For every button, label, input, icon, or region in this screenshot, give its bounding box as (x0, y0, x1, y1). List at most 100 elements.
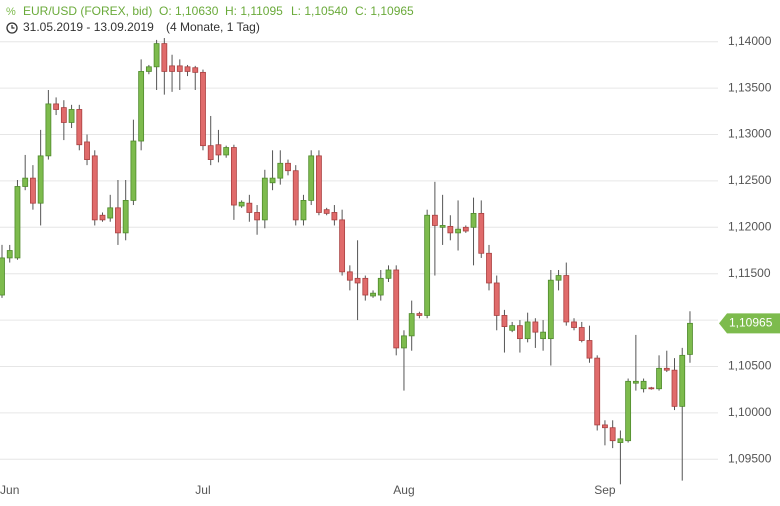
ohlc-low: L: 1,10540 (291, 4, 348, 18)
candle-down (594, 357, 601, 426)
x-tick-label: Sep (594, 483, 616, 497)
candle-up (385, 269, 392, 279)
y-tick-label: 1,13500 (728, 80, 772, 94)
ohlc-close: C: 1,10965 (355, 4, 414, 18)
candle-up (107, 207, 114, 219)
candle-down (30, 177, 36, 204)
candle-up (656, 367, 662, 390)
candle-down (316, 155, 322, 213)
candle-up (45, 103, 52, 157)
candle-down (462, 226, 469, 232)
candle-down (169, 65, 175, 72)
candle-down (60, 107, 67, 123)
candle-up (640, 380, 647, 390)
ohlc-high: H: 1,11095 (225, 4, 283, 18)
candle-down (184, 66, 191, 72)
candle-down (648, 387, 655, 390)
candle-up (269, 177, 276, 184)
instrument: EUR/USD (FOREX, bid) (23, 4, 152, 18)
candle-down (53, 103, 60, 110)
candle-down (571, 321, 577, 328)
candle-down (478, 212, 485, 254)
candle-up (540, 331, 546, 340)
candle-down (115, 207, 121, 234)
ohlc-open: O: 1,10630 (159, 4, 219, 18)
candle-up (687, 322, 693, 355)
candle-down (602, 424, 608, 429)
candle-up (470, 212, 477, 228)
candle-down (447, 225, 454, 234)
candle-down (416, 313, 423, 316)
candle-up (153, 43, 160, 68)
candle-up (679, 354, 686, 407)
candle-up (617, 438, 624, 443)
candle-down (215, 144, 222, 156)
candle-up (68, 109, 75, 123)
candle-up (424, 214, 431, 316)
candle-up (22, 177, 29, 187)
axis: 1,095001,100001,105001,110001,115001,120… (0, 34, 780, 497)
header: % EUR/USD (FOREX, bid) O: 1,10630 H: 1,1… (6, 4, 414, 34)
candle-up (408, 313, 415, 337)
candle-down (501, 315, 508, 327)
candle-down (493, 282, 500, 316)
candle-up (145, 66, 152, 72)
y-tick-label: 1,09500 (728, 451, 772, 465)
candle-down (161, 43, 168, 72)
candle-up (370, 292, 376, 297)
candle-down (431, 214, 438, 226)
candle-up (122, 199, 129, 234)
candle-down (339, 219, 346, 273)
candle-up (401, 335, 407, 349)
candle-up (138, 71, 145, 142)
candle-down (663, 367, 670, 371)
candle-up (277, 162, 284, 179)
candle-up (0, 257, 5, 296)
candle-down (285, 162, 291, 172)
candle-down (563, 275, 570, 323)
candle-down (91, 155, 98, 221)
candle-up (14, 186, 21, 259)
candle-down (609, 427, 616, 442)
candle-up (509, 325, 516, 331)
date-range: 31.05.2019 - 13.09.2019 (23, 20, 154, 34)
x-tick-label: Jun (0, 483, 19, 497)
candle-down (76, 109, 83, 146)
candle-up (547, 279, 554, 340)
candle-up (6, 250, 13, 259)
candle-up (37, 155, 44, 204)
candle-up (308, 155, 315, 201)
candle-up (632, 380, 639, 384)
candle-up (524, 321, 531, 340)
candle-down (393, 269, 400, 349)
candle-down (354, 277, 361, 284)
clock-hands (11, 25, 15, 29)
last-price-label: 1,10965 (729, 316, 773, 330)
y-tick-label: 1,10500 (728, 359, 772, 373)
candle-down (200, 71, 206, 147)
candle-down (230, 147, 237, 206)
y-tick-label: 1,12500 (728, 173, 772, 187)
candle-down (331, 212, 338, 221)
candle-up (130, 140, 137, 201)
plot (0, 38, 693, 485)
period: (4 Monate, 1 Tag) (166, 20, 260, 34)
candle-down (323, 209, 330, 214)
candle-down (517, 325, 523, 340)
candle-down (254, 212, 260, 221)
candle-down (192, 67, 199, 73)
last-price-tag (719, 313, 780, 334)
candle-down (532, 321, 539, 333)
candle-up (238, 201, 245, 207)
y-tick-label: 1,11500 (728, 266, 771, 280)
candle-down (486, 252, 492, 284)
candle-up (439, 225, 446, 228)
instrument-icon: % (6, 6, 16, 18)
y-tick-label: 1,12000 (728, 219, 772, 233)
candle-up (223, 147, 230, 156)
candle-down (586, 340, 593, 359)
candle-down (207, 145, 214, 160)
x-tick-label: Jul (195, 483, 210, 497)
candle-up (555, 275, 562, 281)
candle-down (346, 271, 353, 281)
